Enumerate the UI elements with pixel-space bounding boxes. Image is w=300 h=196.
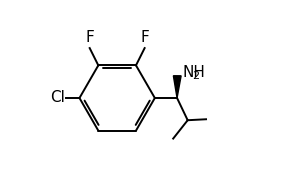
Text: F: F — [140, 30, 149, 45]
Text: F: F — [85, 30, 94, 45]
Text: 2: 2 — [192, 71, 199, 81]
Text: NH: NH — [182, 65, 205, 80]
Text: Cl: Cl — [50, 91, 64, 105]
Polygon shape — [173, 76, 181, 98]
